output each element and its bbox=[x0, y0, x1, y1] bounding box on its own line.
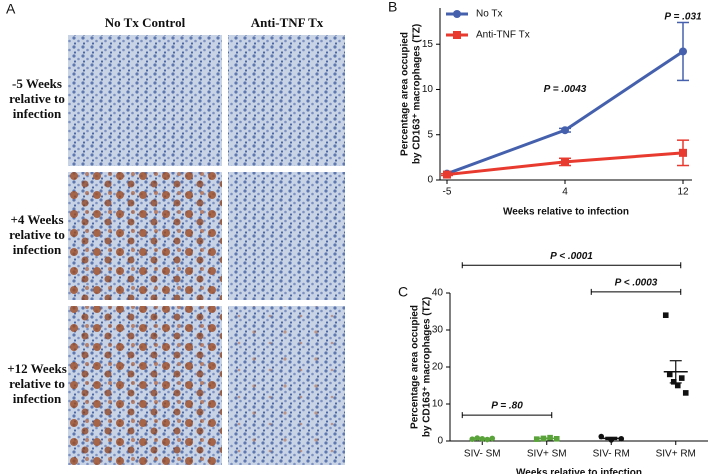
x-tick-label: SIV- RM bbox=[593, 449, 630, 460]
x-tick-label: SIV- SM bbox=[464, 449, 501, 460]
stain-overlay bbox=[228, 306, 345, 465]
annotation: P = .031 bbox=[664, 12, 702, 23]
row-label: relative to bbox=[9, 227, 65, 242]
marker bbox=[670, 379, 677, 385]
legend-label: No Tx bbox=[476, 9, 503, 20]
marker bbox=[678, 375, 685, 381]
x-tick-label: SIV+ SM bbox=[527, 449, 567, 460]
x-axis-label: Weeks relative to infection bbox=[516, 468, 642, 474]
y-axis-label: by CD163⁺ macrophages (TZ) bbox=[422, 297, 433, 437]
x-tick-label: 4 bbox=[562, 187, 568, 198]
y-tick-label: 30 bbox=[432, 325, 444, 336]
marker bbox=[679, 47, 687, 56]
row-label: infection bbox=[13, 242, 62, 257]
x-tick-label: -5 bbox=[443, 187, 452, 198]
micrograph bbox=[228, 35, 345, 166]
column-header: Anti-TNF Tx bbox=[251, 15, 324, 30]
row-label: +12 Weeks bbox=[7, 361, 67, 376]
panel-label: C bbox=[398, 284, 408, 300]
annotation: P < .0001 bbox=[550, 251, 593, 262]
y-tick-label: 15 bbox=[422, 39, 434, 50]
stain-overlay bbox=[68, 172, 222, 300]
marker bbox=[561, 126, 569, 135]
y-tick-label: 0 bbox=[437, 436, 443, 447]
marker bbox=[443, 170, 451, 179]
y-tick-label: 20 bbox=[432, 362, 444, 373]
y-axis-label: by CD163⁺ macrophages (TZ) bbox=[412, 24, 423, 164]
y-tick-label: 10 bbox=[422, 84, 434, 95]
row-label: infection bbox=[13, 106, 62, 121]
y-tick-label: 0 bbox=[427, 175, 433, 186]
column-header: No Tx Control bbox=[105, 15, 186, 30]
y-axis-label: Percentage area occupied bbox=[410, 305, 421, 429]
panel-label: B bbox=[388, 0, 397, 15]
annotation: P = .80 bbox=[491, 401, 523, 412]
row-label: +4 Weeks bbox=[10, 212, 63, 227]
x-tick-label: 12 bbox=[677, 187, 689, 198]
micrograph bbox=[228, 172, 345, 300]
marker bbox=[666, 371, 673, 378]
annotation: P = .0043 bbox=[544, 84, 587, 95]
panel-label: A bbox=[6, 1, 16, 17]
marker bbox=[674, 382, 681, 389]
legend-label: Anti-TNF Tx bbox=[476, 30, 530, 41]
legend-marker bbox=[453, 31, 461, 39]
legend-marker bbox=[453, 10, 461, 18]
marker bbox=[561, 157, 569, 166]
y-tick-label: 40 bbox=[432, 288, 444, 299]
row-label: relative to bbox=[9, 376, 65, 391]
marker bbox=[679, 148, 687, 157]
y-axis-label: Percentage area occupied bbox=[400, 32, 411, 156]
micrograph bbox=[68, 35, 222, 166]
annotation: P < .0003 bbox=[615, 278, 658, 289]
row-label: -5 Weeks bbox=[12, 76, 62, 91]
y-tick-label: 10 bbox=[432, 399, 444, 410]
stain-overlay bbox=[68, 306, 222, 465]
y-tick-label: 5 bbox=[427, 129, 433, 140]
micrographs bbox=[68, 35, 345, 465]
row-label: infection bbox=[13, 391, 62, 406]
row-label: relative to bbox=[9, 91, 65, 106]
marker bbox=[662, 312, 669, 318]
x-tick-label: SIV+ RM bbox=[656, 449, 696, 460]
marker bbox=[682, 390, 689, 396]
x-axis-label: Weeks relative to infection bbox=[503, 207, 629, 218]
